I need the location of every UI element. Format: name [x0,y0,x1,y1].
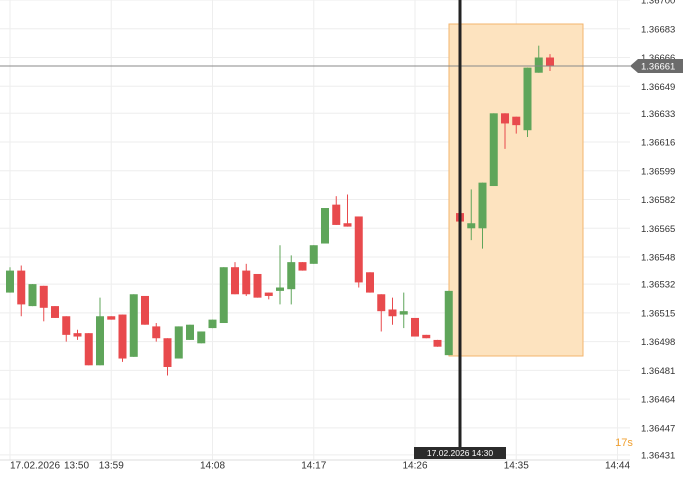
y-tick-label: 1.36599 [641,166,675,177]
candle-body [433,339,442,347]
candle-body [51,306,59,318]
candle-body [354,216,363,283]
candle-body [253,273,262,298]
candle-body [208,319,217,329]
x-tick-label: 14:08 [200,461,225,472]
x-tick-label: 14:26 [402,461,427,472]
y-tick-label: 1.36649 [641,82,675,93]
y-tick-label: 1.36515 [641,308,675,319]
x-date-label: 17.02.2026 [10,461,60,472]
candle-body [309,245,318,264]
x-tick-label: 14:44 [605,461,630,472]
candle-body [501,113,509,124]
candle-body [422,334,431,339]
candle-body [377,294,386,312]
candle-body [163,338,172,367]
candle-body [489,113,498,187]
y-tick-label: 1.36481 [641,366,675,377]
candle-body [399,311,408,315]
x-tick-label: 13:50 [64,461,89,472]
y-tick-label: 1.36464 [641,395,675,406]
candle-body [174,326,183,359]
candle-body [197,331,206,344]
overlay: 1.36661 17.02.2026 14:30 17s [0,0,683,459]
candle-body [152,326,161,339]
candle-body [84,333,93,366]
candle-body [17,270,26,305]
candle-body [73,333,82,337]
candle-body [141,295,149,325]
current-price-label: 1.36661 [641,61,675,72]
y-tick-label: 1.36447 [641,423,675,434]
crosshair-label: 17.02.2026 14:30 [427,448,493,458]
candle-body [444,290,453,356]
y-tick-label: 1.36498 [641,337,675,348]
candle-body [298,262,307,271]
candle-body [6,270,14,293]
y-tick-label: 1.36633 [641,109,675,120]
candle-body [478,182,487,229]
candle-body [39,285,48,308]
candle-body [96,316,104,366]
candle-body [388,309,397,317]
candle-body [467,223,476,229]
crosshair-tag [414,447,506,459]
y-tick-label: 1.36582 [641,195,675,206]
y-tick-label: 1.36700 [641,0,675,7]
y-tick-label: 1.36666 [641,53,675,64]
candle-body [129,294,138,357]
candle-body [411,317,419,337]
y-tick-label: 1.36532 [641,280,675,291]
x-tick-label: 13:59 [99,461,124,472]
candle-body [366,272,374,293]
highlight-zone [448,23,584,357]
candle-body [264,292,273,296]
candle-body [28,284,37,307]
candle-body [219,267,228,324]
current-price-tag [630,58,683,73]
y-tick-label: 1.36548 [641,253,675,264]
y-tick-label: 1.36616 [641,138,675,149]
x-tick-label: 14:35 [504,461,529,472]
candle-body [242,270,251,295]
countdown: 17s [615,437,633,449]
candle-body [523,67,532,131]
candle-body [321,208,329,244]
y-tick-label: 1.36431 [641,450,675,461]
candle-body [534,57,543,73]
candle-body [512,116,521,126]
candle-body [332,204,341,225]
candle-body [343,223,352,227]
candle-body [118,314,127,359]
candle-body [62,316,71,335]
y-tick-label: 1.36683 [641,24,675,35]
y-tick-label: 1.36565 [641,224,675,235]
candle-body [186,324,194,340]
candle-body [231,267,239,295]
candle-body [107,316,116,320]
candle-body [276,287,284,291]
candle-body [287,262,296,290]
candle-body [546,57,554,66]
candles [6,45,554,376]
x-tick-label: 14:17 [301,461,326,472]
